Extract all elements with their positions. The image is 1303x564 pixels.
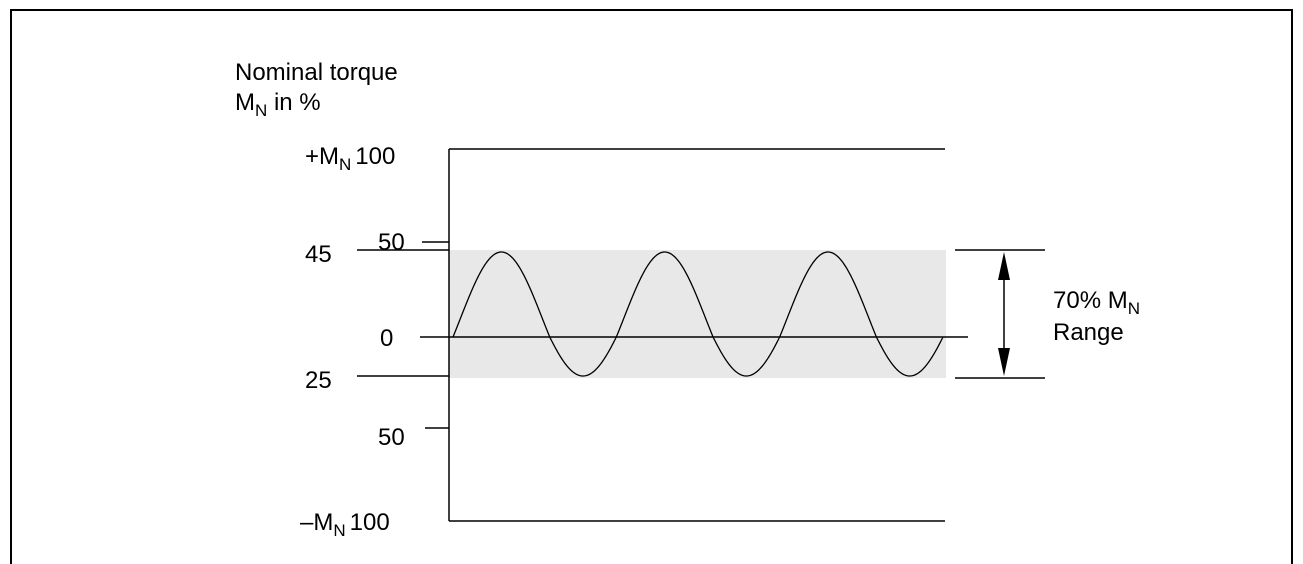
tick-label-lower-50: 50 <box>378 424 405 451</box>
tick-label-45: 45 <box>305 241 332 268</box>
tick-label-upper-50: 50 <box>378 229 405 256</box>
range-label-line1: 70% MN <box>1053 287 1140 318</box>
range-label-line2: Range <box>1053 319 1124 346</box>
y-axis-label-line2: MN in % <box>235 89 321 120</box>
tick-label-bottom: –MN 100 <box>300 509 390 540</box>
tick-label-zero: 0 <box>380 325 393 352</box>
range-band <box>449 250 946 378</box>
range-arrow-head-up <box>998 252 1010 280</box>
y-axis-label-line1: Nominal torque <box>235 59 398 86</box>
frame-border <box>10 9 1293 564</box>
tick-label-25: 25 <box>305 367 332 394</box>
tick-label-top: +MN 100 <box>305 143 395 174</box>
torque-waveform <box>452 251 944 377</box>
range-arrow-head-down <box>998 348 1010 376</box>
